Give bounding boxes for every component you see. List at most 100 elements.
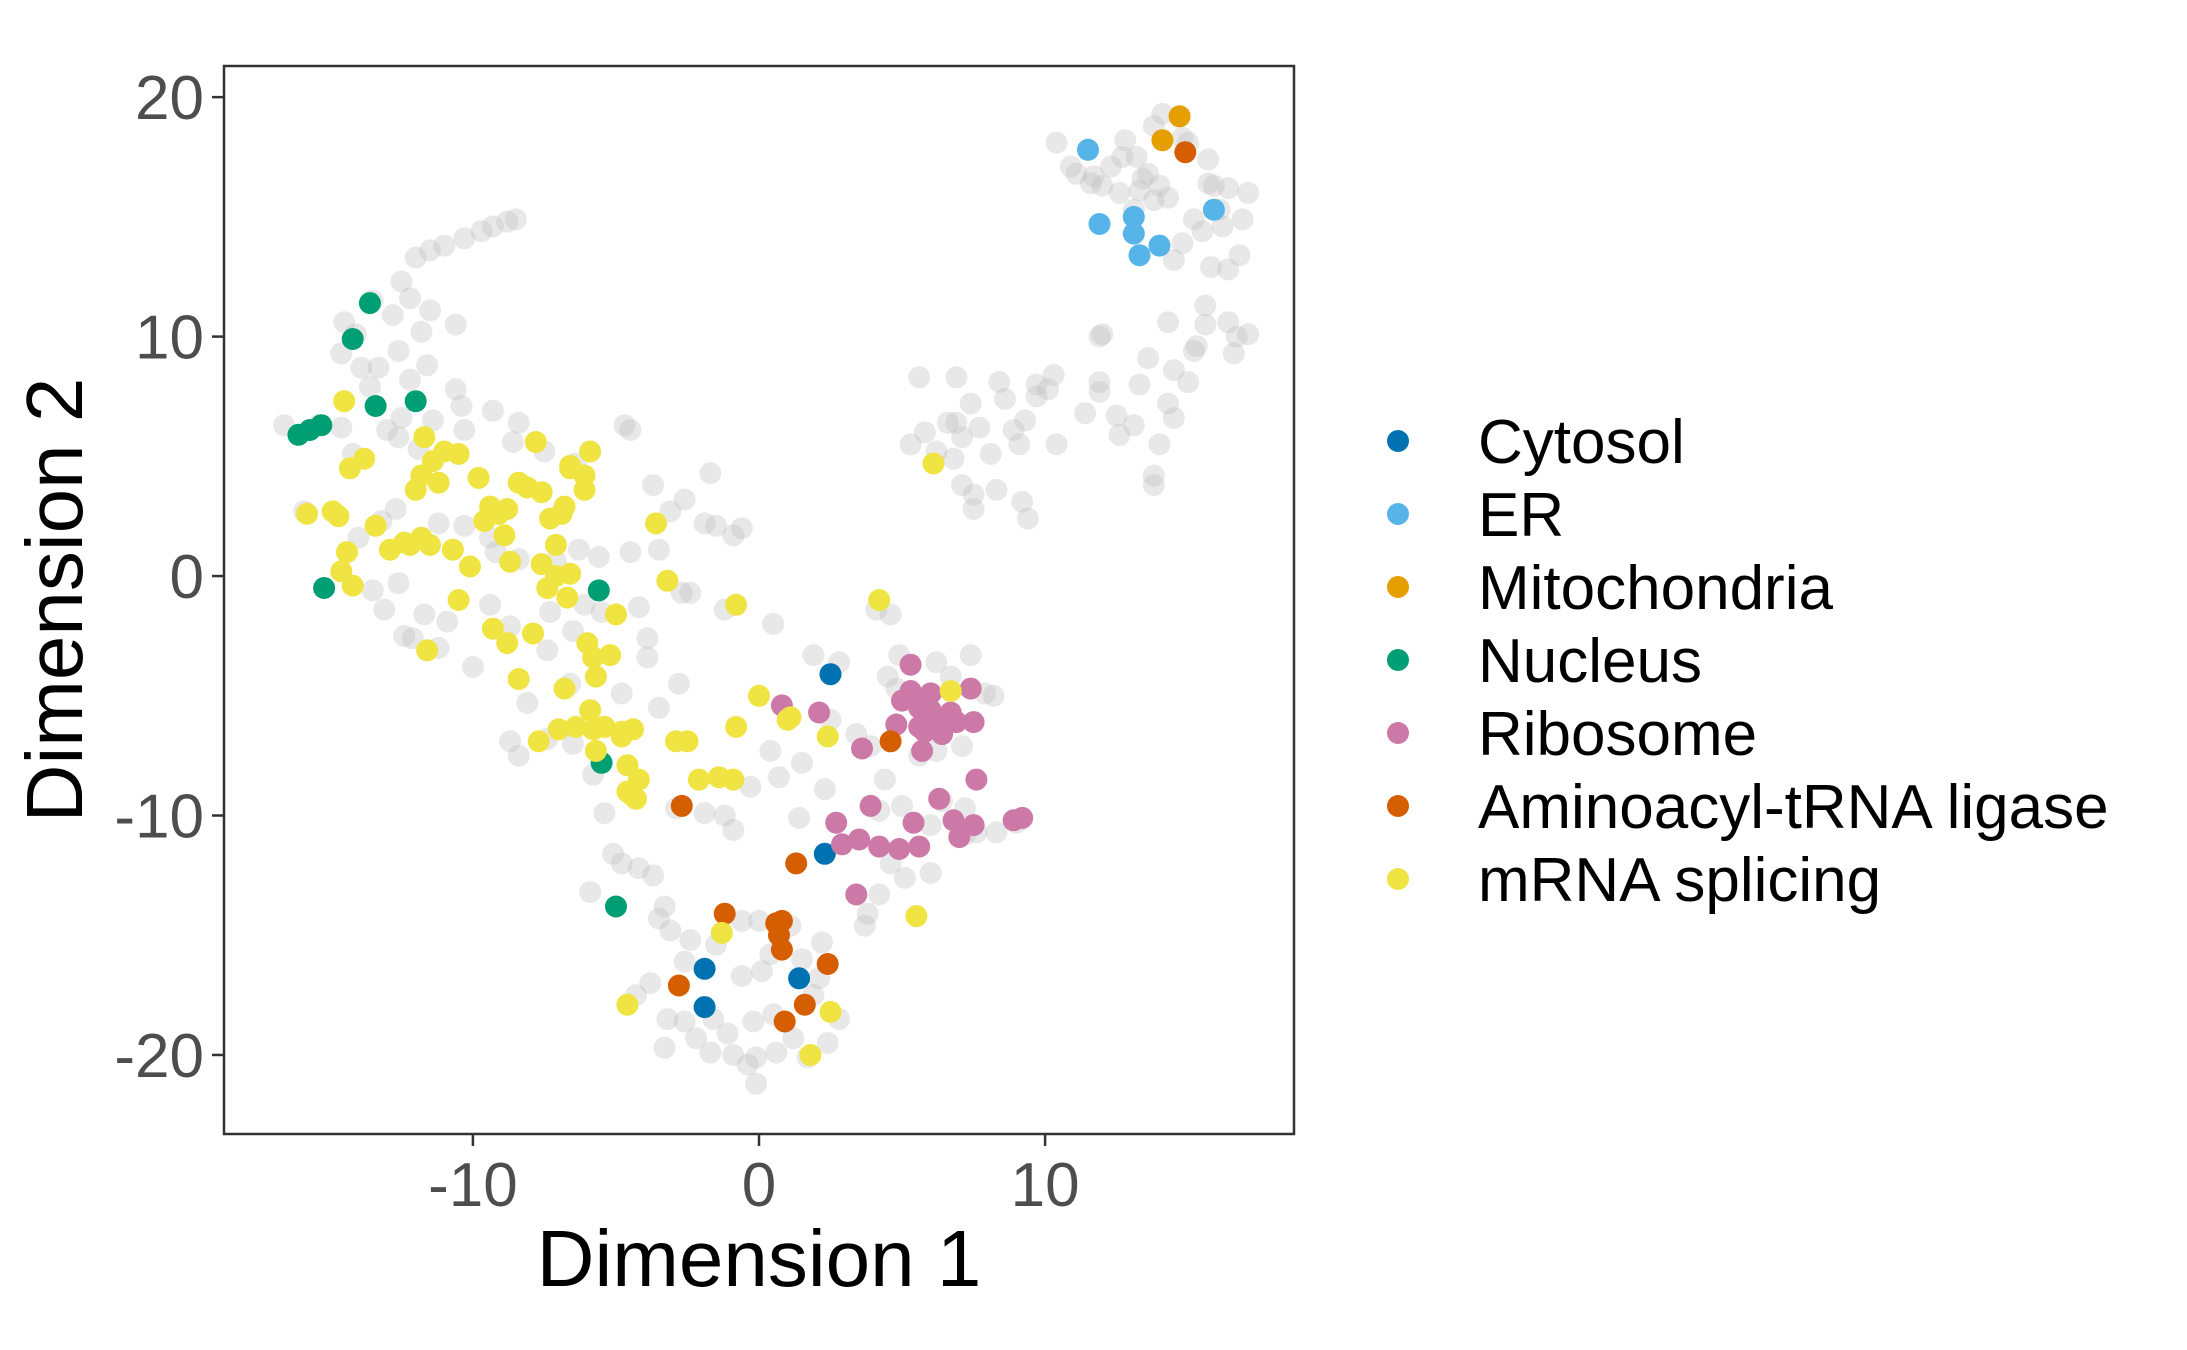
background-point xyxy=(1091,174,1114,197)
point-er xyxy=(1128,244,1151,267)
point-mrna-splicing xyxy=(584,665,607,688)
y-tick-label: 0 xyxy=(170,543,204,612)
point-mrna-splicing xyxy=(296,502,318,525)
background-point xyxy=(1217,311,1240,334)
background-point xyxy=(873,768,896,791)
background-point xyxy=(642,864,665,887)
background-point xyxy=(1151,102,1174,125)
background-point xyxy=(945,366,968,389)
point-mrna-splicing xyxy=(467,466,490,489)
background-point xyxy=(1091,323,1114,346)
point-er xyxy=(1077,138,1099,161)
background-point xyxy=(1182,208,1205,231)
point-mrna-splicing xyxy=(559,562,582,585)
background-point xyxy=(1194,313,1217,336)
point-aminoacyl-trna-ligase xyxy=(770,938,793,961)
background-point xyxy=(919,814,942,837)
background-point xyxy=(647,696,670,719)
y-tick-label: -20 xyxy=(114,1022,204,1091)
point-mrna-splicing xyxy=(341,574,364,597)
point-mrna-splicing xyxy=(336,541,358,564)
background-point xyxy=(1225,325,1248,348)
background-point xyxy=(436,610,459,633)
background-point xyxy=(979,442,1002,465)
y-tick-label: 20 xyxy=(135,64,204,133)
y-axis-title: Dimension 2 xyxy=(10,378,99,823)
background-point xyxy=(899,433,922,456)
background-point xyxy=(1074,402,1097,425)
point-er xyxy=(1122,222,1145,245)
point-ribosome xyxy=(959,677,982,700)
point-ribosome xyxy=(868,835,891,858)
background-point xyxy=(1045,131,1068,154)
background-point xyxy=(1065,162,1088,185)
point-mrna-splicing xyxy=(547,718,570,741)
point-mrna-splicing xyxy=(748,684,770,707)
background-point xyxy=(802,644,825,667)
background-point xyxy=(653,1036,676,1059)
point-aminoacyl-trna-ligase xyxy=(773,1010,796,1033)
background-point xyxy=(1200,256,1222,279)
background-point xyxy=(1108,181,1131,204)
background-point xyxy=(627,857,650,880)
background-point xyxy=(730,909,753,932)
point-aminoacyl-trna-ligase xyxy=(816,953,839,975)
point-mrna-splicing xyxy=(522,622,544,645)
background-point xyxy=(765,1041,788,1064)
point-mrna-splicing xyxy=(939,680,962,702)
background-point xyxy=(985,821,1008,844)
point-ribosome xyxy=(885,713,908,736)
point-er xyxy=(1122,205,1145,228)
point-mrna-splicing xyxy=(584,739,607,762)
point-mrna-splicing xyxy=(333,390,356,413)
background-point xyxy=(610,682,633,705)
background-point xyxy=(919,862,942,884)
point-aminoacyl-trna-ligase xyxy=(879,730,902,753)
point-mrna-splicing xyxy=(536,577,559,599)
background-point xyxy=(968,416,991,439)
point-ribosome xyxy=(831,833,853,856)
point-mrna-splicing xyxy=(530,481,553,504)
legend-key xyxy=(1387,722,1409,744)
background-point xyxy=(745,1046,768,1069)
background-point xyxy=(579,881,602,904)
background-point xyxy=(636,646,659,669)
point-mrna-splicing xyxy=(419,533,441,556)
background-point xyxy=(1002,419,1025,441)
background-point xyxy=(390,270,413,293)
background-point xyxy=(413,603,436,626)
point-nucleus xyxy=(310,414,333,437)
point-mrna-splicing xyxy=(922,452,945,475)
background-point xyxy=(647,907,670,930)
background-point xyxy=(1122,414,1145,437)
point-mrna-splicing xyxy=(573,478,596,501)
background-point xyxy=(1142,189,1165,212)
legend-label: Ribosome xyxy=(1478,700,1757,769)
point-ribosome xyxy=(859,794,882,817)
point-mrna-splicing xyxy=(725,593,748,616)
point-mrna-splicing xyxy=(493,524,516,547)
background-point xyxy=(730,517,753,540)
point-mrna-splicing xyxy=(579,440,602,463)
background-point xyxy=(750,960,773,983)
background-point xyxy=(1148,174,1171,197)
legend-key xyxy=(1387,649,1409,671)
background-point xyxy=(762,612,785,635)
x-axis-title: Dimension 1 xyxy=(537,1214,982,1303)
background-point xyxy=(994,387,1016,410)
point-mrna-splicing xyxy=(627,768,650,791)
point-mrna-splicing xyxy=(564,715,587,738)
background-point xyxy=(627,596,650,619)
background-point xyxy=(444,378,467,401)
background-point xyxy=(1125,146,1148,168)
background-point xyxy=(358,375,381,398)
background-point xyxy=(421,409,444,432)
point-cytosol xyxy=(813,842,836,865)
background-point xyxy=(1111,146,1134,168)
point-mrna-splicing xyxy=(441,538,464,561)
point-er xyxy=(1088,213,1111,235)
background-point xyxy=(1128,179,1151,202)
legend-label: mRNA splicing xyxy=(1478,846,1881,915)
point-mrna-splicing xyxy=(622,718,645,741)
point-mrna-splicing xyxy=(799,1044,822,1066)
